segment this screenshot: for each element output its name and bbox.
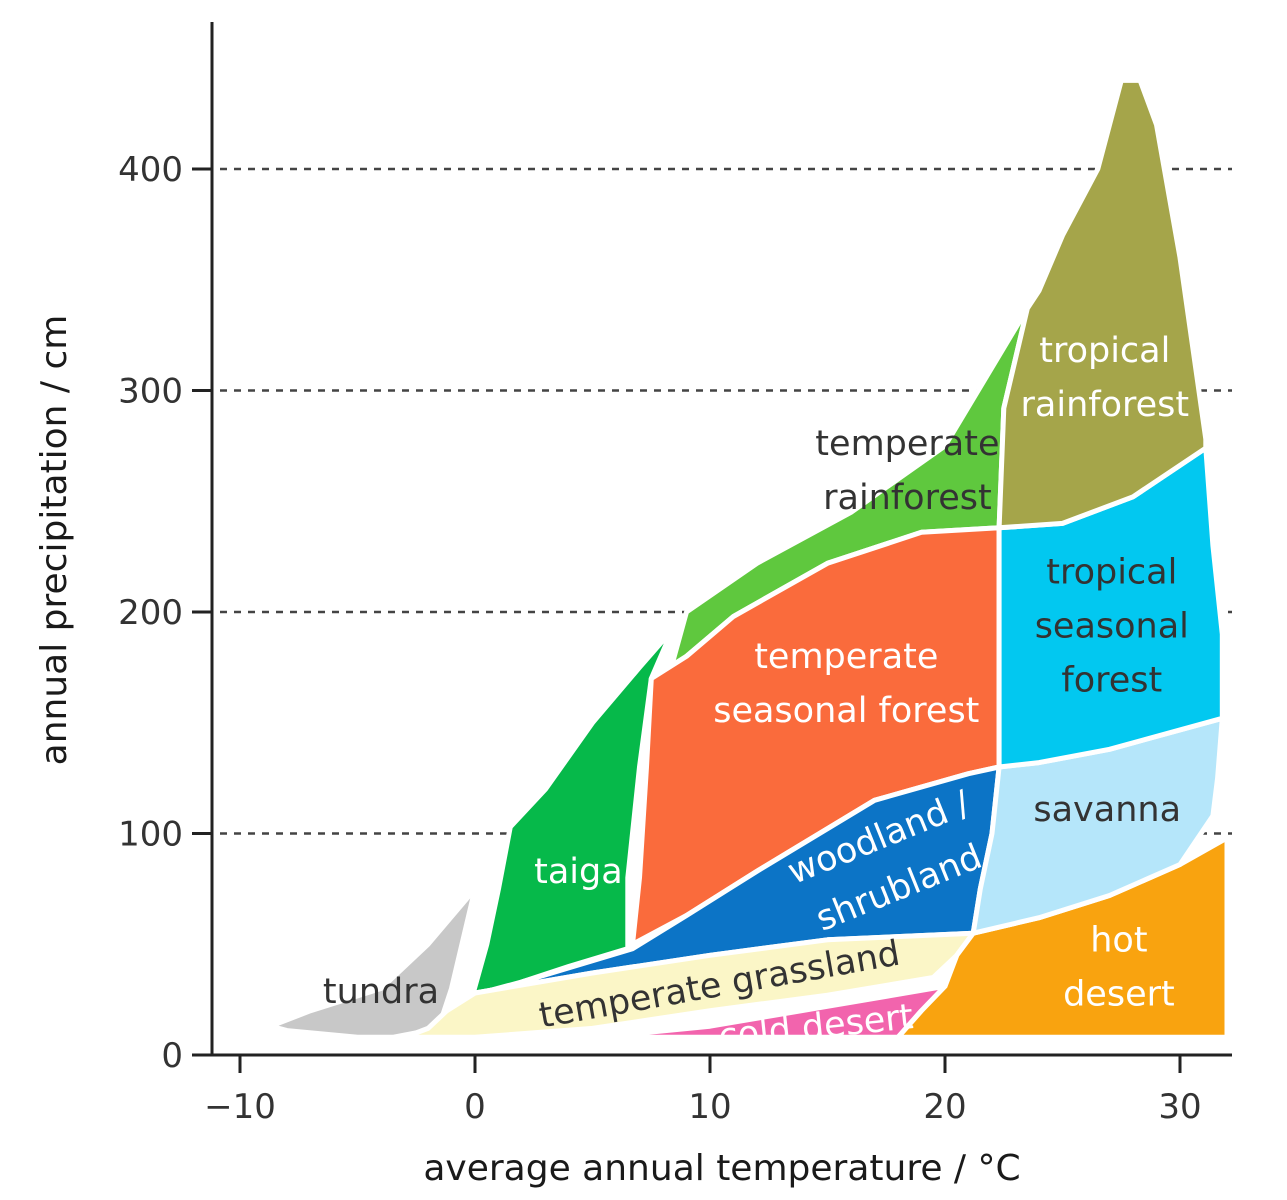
axes	[210, 22, 1232, 1057]
x-tick-label-20: 20	[923, 1087, 966, 1127]
label-savanna: savanna	[1033, 790, 1181, 830]
y-tick-label-300: 300	[118, 372, 183, 412]
x-axis-title: average annual temperature / °C	[423, 1148, 1020, 1189]
label-tundra: tundra	[323, 972, 439, 1012]
label-temperate-rainforest: temperate rainforest	[815, 424, 999, 518]
region-tropical-rainforest	[996, 77, 1209, 531]
x-tick-label-30: 30	[1158, 1087, 1201, 1127]
x-ticks: −10 0 10 20 30	[204, 1055, 1202, 1127]
y-axis-title: annual precipitation / cm	[34, 315, 75, 766]
x-tick-label-0: 0	[464, 1087, 486, 1127]
y-tick-label-200: 200	[118, 593, 183, 633]
x-tick-label--10: −10	[204, 1087, 276, 1127]
y-tick-label-400: 400	[118, 150, 183, 190]
label-hot-desert: hot desert	[1063, 920, 1175, 1014]
label-taiga: taiga	[534, 852, 623, 892]
label-tropical-seasonal-forest: tropical seasonal forest	[1035, 552, 1189, 700]
y-ticks: 0 100 200 300 400	[118, 150, 212, 1076]
region-tundra	[268, 837, 501, 1040]
y-tick-label-100: 100	[118, 815, 183, 855]
label-tropical-rainforest: tropical rainforest	[1021, 331, 1190, 425]
label-temperate-seasonal-forest: temperate seasonal forest	[713, 637, 979, 731]
x-tick-label-10: 10	[688, 1087, 731, 1127]
y-tick-label-0: 0	[161, 1036, 183, 1076]
biome-regions	[268, 77, 1230, 1040]
